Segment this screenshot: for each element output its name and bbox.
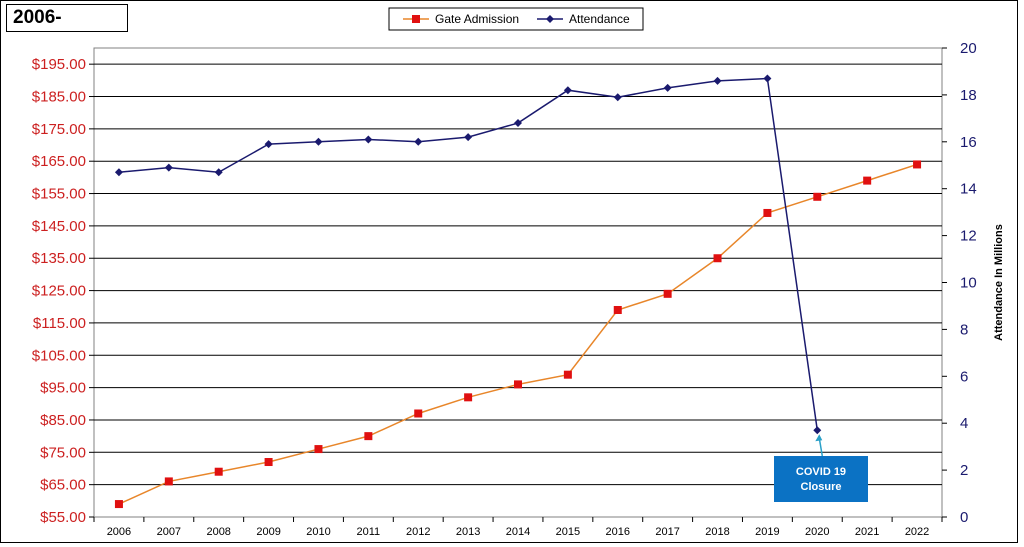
data-point-square xyxy=(813,192,822,201)
data-point-diamond xyxy=(364,135,373,144)
legend-swatch-marker xyxy=(546,15,554,23)
data-point-square xyxy=(913,160,922,169)
y-left-tick-label: $65.00 xyxy=(40,477,86,494)
data-point-diamond xyxy=(414,137,423,146)
y-right-tick-label: 18 xyxy=(960,87,977,104)
legend-box xyxy=(388,7,644,31)
annotation-text-line1: COVID 19 xyxy=(796,466,846,478)
data-point-diamond xyxy=(613,93,622,102)
annotation-arrowhead xyxy=(815,434,823,442)
data-point-diamond xyxy=(114,168,123,177)
x-tick-label: 2006 xyxy=(107,526,131,538)
y-left-tick-label: $165.00 xyxy=(32,153,86,170)
x-tick-label: 2019 xyxy=(755,526,779,538)
x-tick-label: 2011 xyxy=(357,526,381,538)
data-point-square xyxy=(514,380,522,389)
data-point-diamond xyxy=(464,133,473,142)
x-tick-label: 2021 xyxy=(855,526,879,538)
data-point-square xyxy=(314,445,323,454)
y-right-tick-label: 0 xyxy=(960,509,968,526)
y-left-tick-label: $55.00 xyxy=(40,509,86,526)
y-right-axis-title: Attendance In Millions xyxy=(993,224,1005,341)
plot-area xyxy=(93,47,943,518)
legend-label: Gate Admission xyxy=(435,12,519,26)
data-point-diamond xyxy=(164,163,173,172)
y-left-tick-label: $105.00 xyxy=(32,347,86,364)
x-tick-label: 2014 xyxy=(506,526,530,538)
data-point-square xyxy=(164,477,173,486)
data-point-square xyxy=(114,500,123,509)
data-point-square xyxy=(663,289,672,298)
data-point-square xyxy=(863,176,872,185)
annotation-box xyxy=(774,456,868,502)
legend-swatch-marker xyxy=(412,15,420,23)
x-tick-label: 2009 xyxy=(256,526,280,538)
y-right-tick-label: 20 xyxy=(960,40,977,57)
y-right-tick-label: 8 xyxy=(960,321,968,338)
data-point-square xyxy=(264,458,273,467)
data-point-square xyxy=(364,432,373,441)
x-tick-label: 2010 xyxy=(306,526,330,538)
data-point-diamond xyxy=(713,76,722,85)
x-tick-label: 2016 xyxy=(606,526,630,538)
y-left-tick-label: $125.00 xyxy=(32,283,86,300)
x-tick-label: 2015 xyxy=(556,526,580,538)
data-point-square xyxy=(464,393,473,402)
x-tick-label: 2017 xyxy=(655,526,679,538)
y-right-tick-label: 16 xyxy=(960,134,977,151)
data-point-diamond xyxy=(813,426,822,435)
data-point-diamond xyxy=(264,140,273,149)
data-point-square xyxy=(713,254,722,263)
x-tick-label: 2022 xyxy=(905,526,929,538)
y-left-tick-label: $185.00 xyxy=(32,89,86,106)
x-tick-label: 2007 xyxy=(157,526,181,538)
y-right-tick-label: 12 xyxy=(960,228,977,245)
y-right-tick-label: 4 xyxy=(960,415,968,432)
data-point-square xyxy=(414,409,423,418)
y-left-tick-label: $135.00 xyxy=(32,250,86,267)
data-point-square xyxy=(214,467,223,476)
y-right-tick-label: 6 xyxy=(960,368,968,385)
y-right-tick-label: 14 xyxy=(960,181,977,198)
x-tick-label: 2020 xyxy=(805,526,829,538)
chart-title-box: 2006- xyxy=(6,4,128,32)
data-point-square xyxy=(613,305,622,314)
data-point-square xyxy=(763,208,772,217)
y-left-tick-label: $175.00 xyxy=(32,121,86,138)
x-tick-label: 2018 xyxy=(705,526,729,538)
y-left-tick-label: $155.00 xyxy=(32,186,86,203)
y-left-tick-label: $145.00 xyxy=(32,218,86,235)
data-point-diamond xyxy=(763,74,772,83)
annotation-text-line2: Closure xyxy=(801,481,842,493)
y-left-tick-label: $115.00 xyxy=(33,315,86,332)
y-right-tick-label: 10 xyxy=(960,275,977,292)
data-point-diamond xyxy=(514,119,522,128)
x-tick-label: 2013 xyxy=(456,526,480,538)
y-left-tick-label: $95.00 xyxy=(40,380,86,397)
data-point-diamond xyxy=(314,137,323,146)
x-tick-label: 2012 xyxy=(406,526,430,538)
y-left-tick-label: $75.00 xyxy=(40,444,86,461)
data-point-square xyxy=(563,370,572,379)
data-point-diamond xyxy=(563,86,572,95)
data-point-diamond xyxy=(663,83,672,92)
annotation-arrow xyxy=(818,438,824,457)
y-left-tick-label: $195.00 xyxy=(32,56,86,73)
data-point-diamond xyxy=(214,168,223,177)
x-tick-label: 2008 xyxy=(206,526,230,538)
y-left-tick-label: $85.00 xyxy=(40,412,86,429)
y-right-tick-label: 2 xyxy=(960,462,968,479)
legend-label: Attendance xyxy=(569,12,630,26)
